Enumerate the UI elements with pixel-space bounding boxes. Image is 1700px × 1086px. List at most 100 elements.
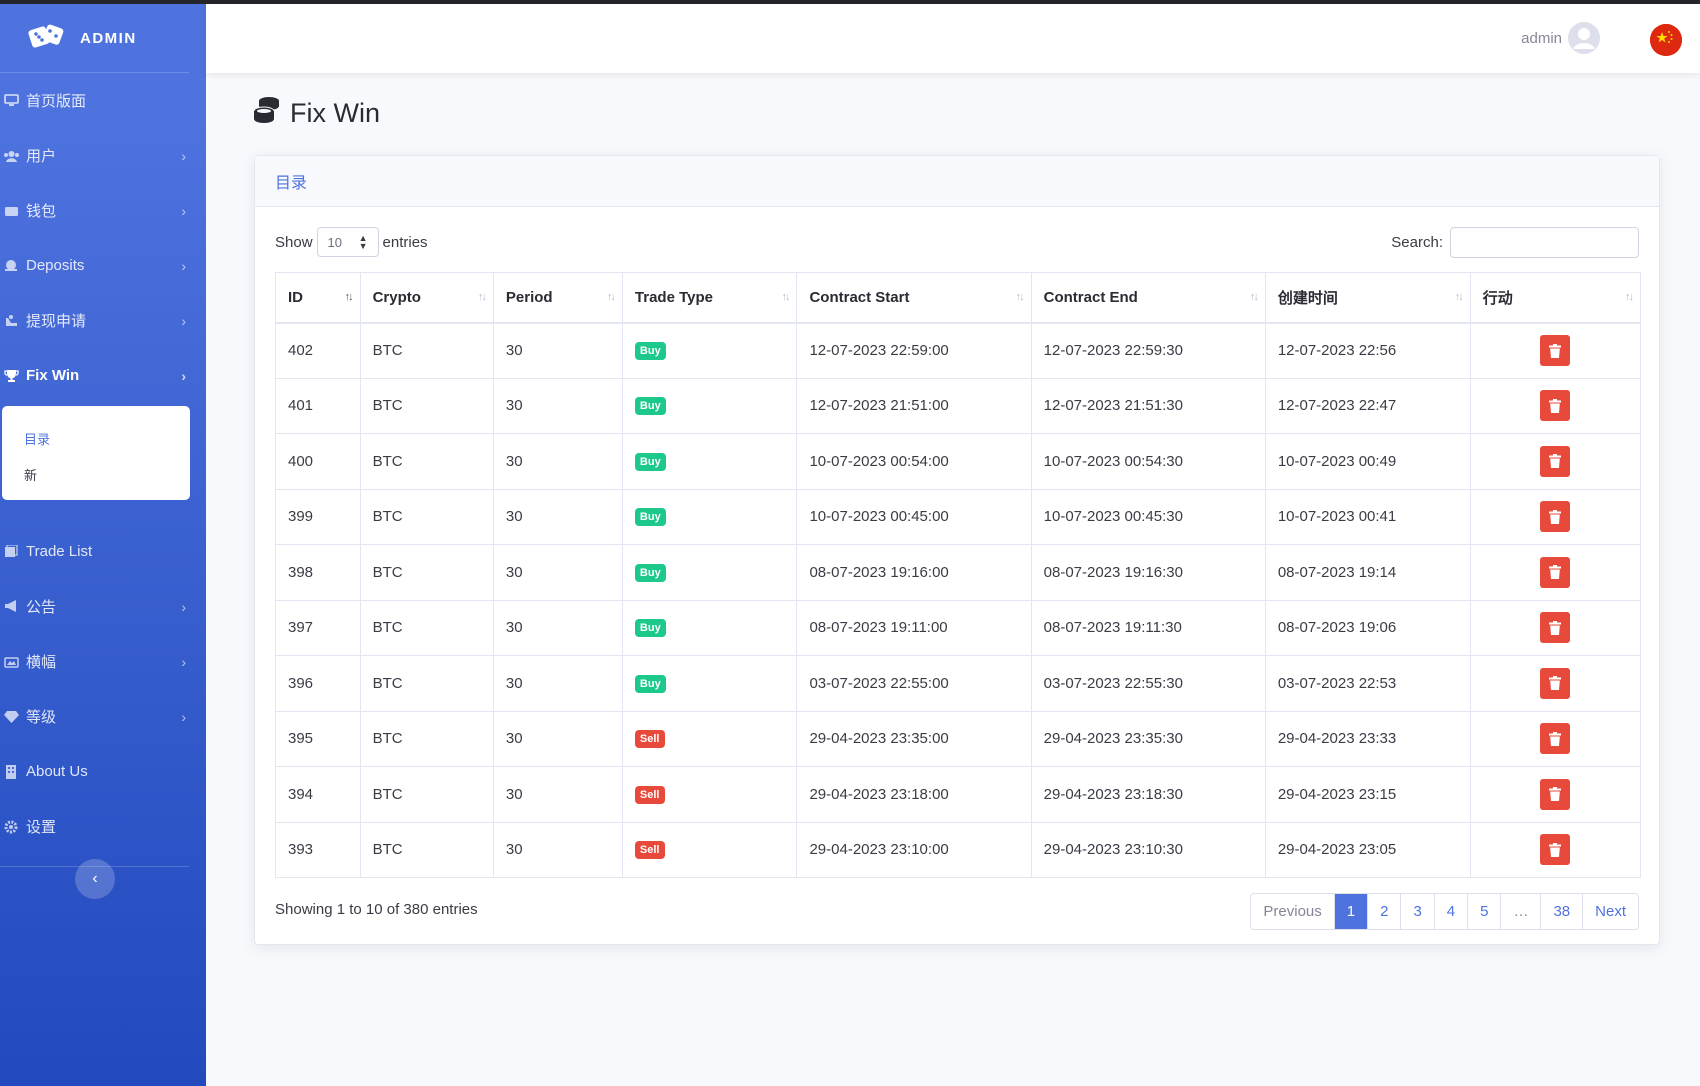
column-header[interactable]: ID ↑↓ [275,272,361,324]
column-header-label: 行动 [1482,289,1513,307]
page-length-select[interactable]: 10 ▲ ▼ [316,227,379,257]
cell-start: 10-07-2023 00:45:00 [796,488,1032,545]
cell-start: 29-04-2023 23:35:00 [796,710,1032,767]
sort-arrows-icon: ↑↓ [1015,291,1025,304]
cell-start: 29-04-2023 23:18:00 [796,766,1032,823]
user-circle-icon[interactable] [1568,22,1600,54]
column-header[interactable]: Contract End ↑↓ [1030,272,1266,324]
cell-period: 30 [492,544,623,601]
column-header[interactable]: 创建时间 ↑↓ [1264,272,1471,324]
column-header[interactable]: 行动 ↑↓ [1469,272,1642,324]
page-button[interactable]: 3 [1400,894,1434,929]
sidebar-item-等级[interactable]: 等级 › [0,689,206,744]
page-button[interactable]: 4 [1433,894,1468,929]
page-button[interactable]: 38 [1540,894,1583,929]
sidebar-item-label: 等级 [26,709,57,726]
sidebar-item-首页版面[interactable]: 首页版面 [0,73,206,128]
page-title-text: Fix Win [290,98,380,128]
cell-type: Buy [621,377,798,434]
column-header[interactable]: Crypto ↑↓ [359,272,494,324]
cell-action [1469,766,1642,823]
deposit-icon [2,259,20,272]
sidebar-item-提现申请[interactable]: 提现申请 › [0,293,206,348]
fix-win-table: ID ↑↓ Crypto ↑↓ Period ↑↓ Trade Type ↑↓ Contract… [275,272,1642,878]
cell-start: 08-07-2023 19:11:00 [796,599,1032,656]
page-button[interactable]: 2 [1367,894,1401,929]
sidebar-item-fix-win[interactable]: Fix Win › [0,348,206,403]
sidebar-item-trade-list[interactable]: Trade List [0,524,206,579]
sidebar-item-用户[interactable]: 用户 › [0,128,206,183]
delete-button[interactable] [1540,834,1571,866]
cell-created: 03-07-2023 22:53 [1264,655,1471,712]
previous-page-button[interactable]: Previous [1251,894,1334,929]
chevron-right-icon: › [181,202,186,219]
trade-type-badge: Buy [634,452,666,471]
cell-action [1469,544,1642,601]
trash-icon [1549,509,1562,524]
cell-end: 08-07-2023 19:11:30 [1030,599,1266,656]
trade-type-badge: Sell [634,785,665,804]
column-header-label: 创建时间 [1277,289,1338,307]
cell-type: Buy [621,433,798,490]
column-header-label: Contract Start [809,288,910,306]
cell-id: 400 [275,433,361,490]
column-header-label: Contract End [1043,288,1138,306]
table-header-row: ID ↑↓ Crypto ↑↓ Period ↑↓ Trade Type ↑↓ Contract… [275,272,1642,324]
sidebar-item-label: 钱包 [26,203,57,220]
china-flag-icon[interactable] [1650,24,1682,56]
delete-button[interactable] [1540,667,1571,699]
delete-button[interactable] [1540,723,1571,755]
chevron-right-icon: › [181,708,186,725]
sidebar-item-label: 设置 [26,819,57,836]
sidebar-item-公告[interactable]: 公告 › [0,579,206,634]
column-header-label: Period [505,288,553,306]
sidebar-item-设置[interactable]: 设置 [0,799,206,854]
sidebar-item-label: 用户 [26,148,57,165]
trophy-icon [2,369,20,383]
column-header-label: Crypto [372,288,421,306]
sidebar-toggle-button[interactable]: ‹ [75,859,115,899]
delete-button[interactable] [1540,335,1571,366]
column-header[interactable]: Period ↑↓ [492,272,623,324]
user-name[interactable]: admin [1521,30,1562,47]
sidebar-item-deposits[interactable]: Deposits › [0,238,206,293]
delete-button[interactable] [1540,501,1571,533]
cell-id: 402 [275,322,361,379]
delete-button[interactable] [1540,612,1571,644]
cell-created: 29-04-2023 23:15 [1264,766,1471,823]
sidebar-item-about-us[interactable]: About Us [0,744,206,799]
cell-crypto: BTC [359,655,494,712]
sidebar-item-label: Fix Win [26,367,80,384]
delete-button[interactable] [1540,556,1571,588]
submenu-item-new[interactable]: 新 [24,467,38,483]
page-button[interactable]: 5 [1467,894,1501,929]
cell-end: 29-04-2023 23:18:30 [1030,766,1266,823]
submenu-item-catalog[interactable]: 目录 [24,431,51,447]
cell-action [1469,655,1642,712]
cell-type: Sell [621,821,798,878]
window-top-strip [0,0,1700,4]
cell-type: Buy [621,322,798,379]
cell-start: 12-07-2023 22:59:00 [796,322,1032,379]
cell-end: 29-04-2023 23:35:30 [1030,710,1266,767]
brand[interactable]: ADMIN [0,4,189,73]
sidebar-item-钱包[interactable]: 钱包 › [0,183,206,238]
data-card: 目录 Show 10 ▲ ▼ entries Search: ID ↑↓ Crypto… [254,155,1660,945]
desktop-icon [2,94,20,107]
page-length-value: 10 [327,234,342,250]
search-input[interactable] [1450,227,1639,258]
cell-action [1469,710,1642,767]
next-page-button[interactable]: Next [1582,894,1638,929]
column-header[interactable]: Trade Type ↑↓ [621,272,798,324]
delete-button[interactable] [1540,445,1571,477]
pagination-ellipsis: … [1500,894,1541,929]
sidebar-item-横幅[interactable]: 横幅 › [0,634,206,689]
cell-end: 03-07-2023 22:55:30 [1030,655,1266,712]
delete-button[interactable] [1540,778,1571,810]
column-header[interactable]: Contract Start ↑↓ [796,272,1032,324]
delete-button[interactable] [1540,390,1571,422]
page-button[interactable]: 1 [1333,894,1368,929]
entries-label: entries [382,233,428,251]
megaphone-icon [2,600,20,613]
sidebar-item-label: Deposits [26,257,85,274]
